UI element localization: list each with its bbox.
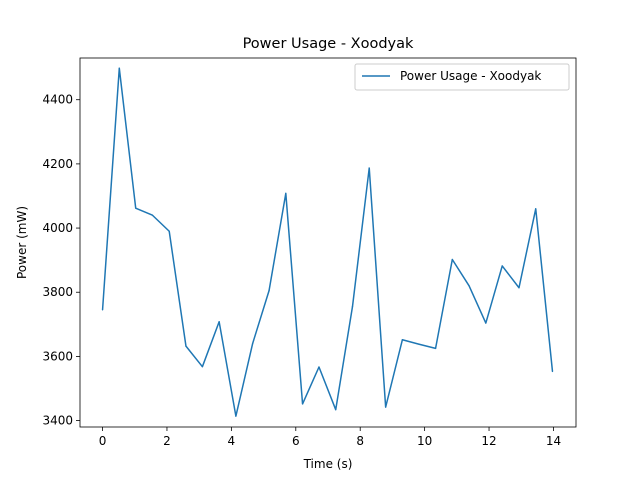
data-point	[451, 258, 453, 261]
plot-area	[101, 67, 554, 417]
y-tick-label: 3600	[42, 349, 73, 363]
y-tick-label: 3400	[42, 414, 73, 428]
y-tick-label: 3800	[42, 285, 73, 299]
y-axis-label: Power (mW)	[15, 206, 29, 279]
x-tick-label: 0	[99, 434, 107, 448]
data-point	[318, 366, 320, 368]
data-point	[218, 321, 220, 323]
x-tick-label: 14	[546, 434, 561, 448]
data-point	[535, 208, 537, 210]
series-line-0	[101, 67, 554, 417]
y-tick-label: 4200	[42, 157, 73, 171]
x-tick-label: 2	[163, 434, 171, 448]
data-point	[551, 370, 554, 373]
data-point	[101, 309, 104, 311]
chart-title: Power Usage - Xoodyak	[243, 36, 414, 52]
x-tick-label: 12	[481, 434, 496, 448]
data-point	[351, 306, 354, 308]
data-point	[235, 415, 237, 417]
x-axis-label: Time (s)	[303, 457, 353, 471]
data-point	[168, 230, 170, 232]
data-point	[485, 322, 487, 324]
legend-label: Power Usage - Xoodyak	[400, 69, 541, 83]
data-point	[135, 207, 137, 209]
y-axis: 3400 3600 3800 4000 4200 4400	[42, 93, 80, 428]
data-point	[501, 265, 503, 267]
y-tick-label: 4000	[42, 221, 73, 235]
data-point	[185, 345, 187, 347]
data-point	[118, 67, 120, 69]
plot-frame	[79, 57, 577, 428]
data-point	[385, 406, 387, 408]
x-axis: 0 2 4 6 8 10 12 14	[99, 427, 561, 448]
data-point	[301, 403, 304, 405]
data-point	[151, 214, 154, 216]
data-point	[518, 287, 520, 289]
data-point	[285, 192, 287, 195]
data-point	[252, 342, 254, 345]
data-point	[201, 366, 203, 368]
data-point	[434, 347, 437, 349]
data-point	[468, 285, 470, 287]
x-tick-label: 8	[356, 434, 364, 448]
data-point	[401, 339, 403, 341]
legend: Power Usage - Xoodyak	[354, 63, 570, 91]
x-tick-label: 6	[292, 434, 300, 448]
legend-box	[354, 63, 570, 91]
data-point	[335, 409, 337, 411]
x-tick-label: 4	[228, 434, 236, 448]
x-tick-label: 10	[417, 434, 432, 448]
data-point	[418, 343, 420, 345]
data-point	[268, 290, 270, 292]
data-point	[368, 167, 370, 169]
y-tick-label: 4400	[42, 93, 73, 107]
